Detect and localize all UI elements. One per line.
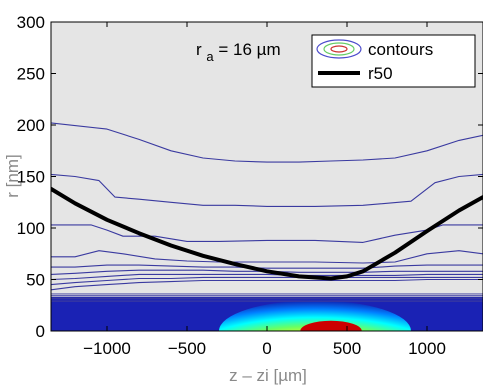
contour-line-2: [51, 173, 483, 207]
x-tick-label: 500: [333, 339, 361, 358]
x-tick-label: −1000: [83, 339, 131, 358]
y-tick-label: 0: [36, 322, 45, 341]
annotation-main: r: [196, 40, 202, 59]
y-axis: 0 50 100 150 200 250 300: [17, 13, 483, 341]
heatmap-layer: [51, 297, 483, 331]
legend-label-contours: contours: [368, 40, 433, 59]
y-tick-label: 300: [17, 13, 45, 32]
heatmap-hotspot: [300, 320, 362, 331]
legend-contours-icon: [316, 39, 362, 59]
y-tick-label: 250: [17, 65, 45, 84]
y-tick-label: 150: [17, 168, 45, 187]
heatmap-core: [219, 300, 411, 331]
y-tick-label: 50: [26, 271, 45, 290]
x-tick-label: −500: [168, 339, 206, 358]
contour-lines: [51, 122, 483, 303]
contour-line-8: [51, 276, 483, 286]
legend-box: [311, 34, 476, 88]
x-axis-title: z – zi [µm]: [229, 366, 307, 385]
annotation: r a = 16 µm: [196, 40, 281, 65]
annotation-sub: a: [206, 49, 214, 64]
contour-line-7: [51, 273, 483, 281]
x-tick-label: 1000: [408, 339, 446, 358]
contour-line-4: [51, 250, 483, 264]
y-tick-label: 100: [17, 219, 45, 238]
y-tick-label: 200: [17, 116, 45, 135]
contour-line-9: [51, 278, 483, 291]
legend-label-r50: r50: [368, 64, 393, 83]
contour-line-3: [51, 224, 483, 243]
x-tick-label: 0: [262, 339, 271, 358]
series-layer: [51, 186, 483, 281]
legend: contours r50: [311, 34, 476, 88]
x-axis: −1000 −500 0 500 1000: [83, 22, 446, 358]
annotation-rest: = 16 µm: [218, 40, 280, 59]
series-line-r50: [51, 186, 483, 281]
y-axis-title: r [nm]: [3, 154, 22, 197]
contour-line-1: [51, 122, 483, 163]
contour-line-5: [51, 264, 483, 269]
